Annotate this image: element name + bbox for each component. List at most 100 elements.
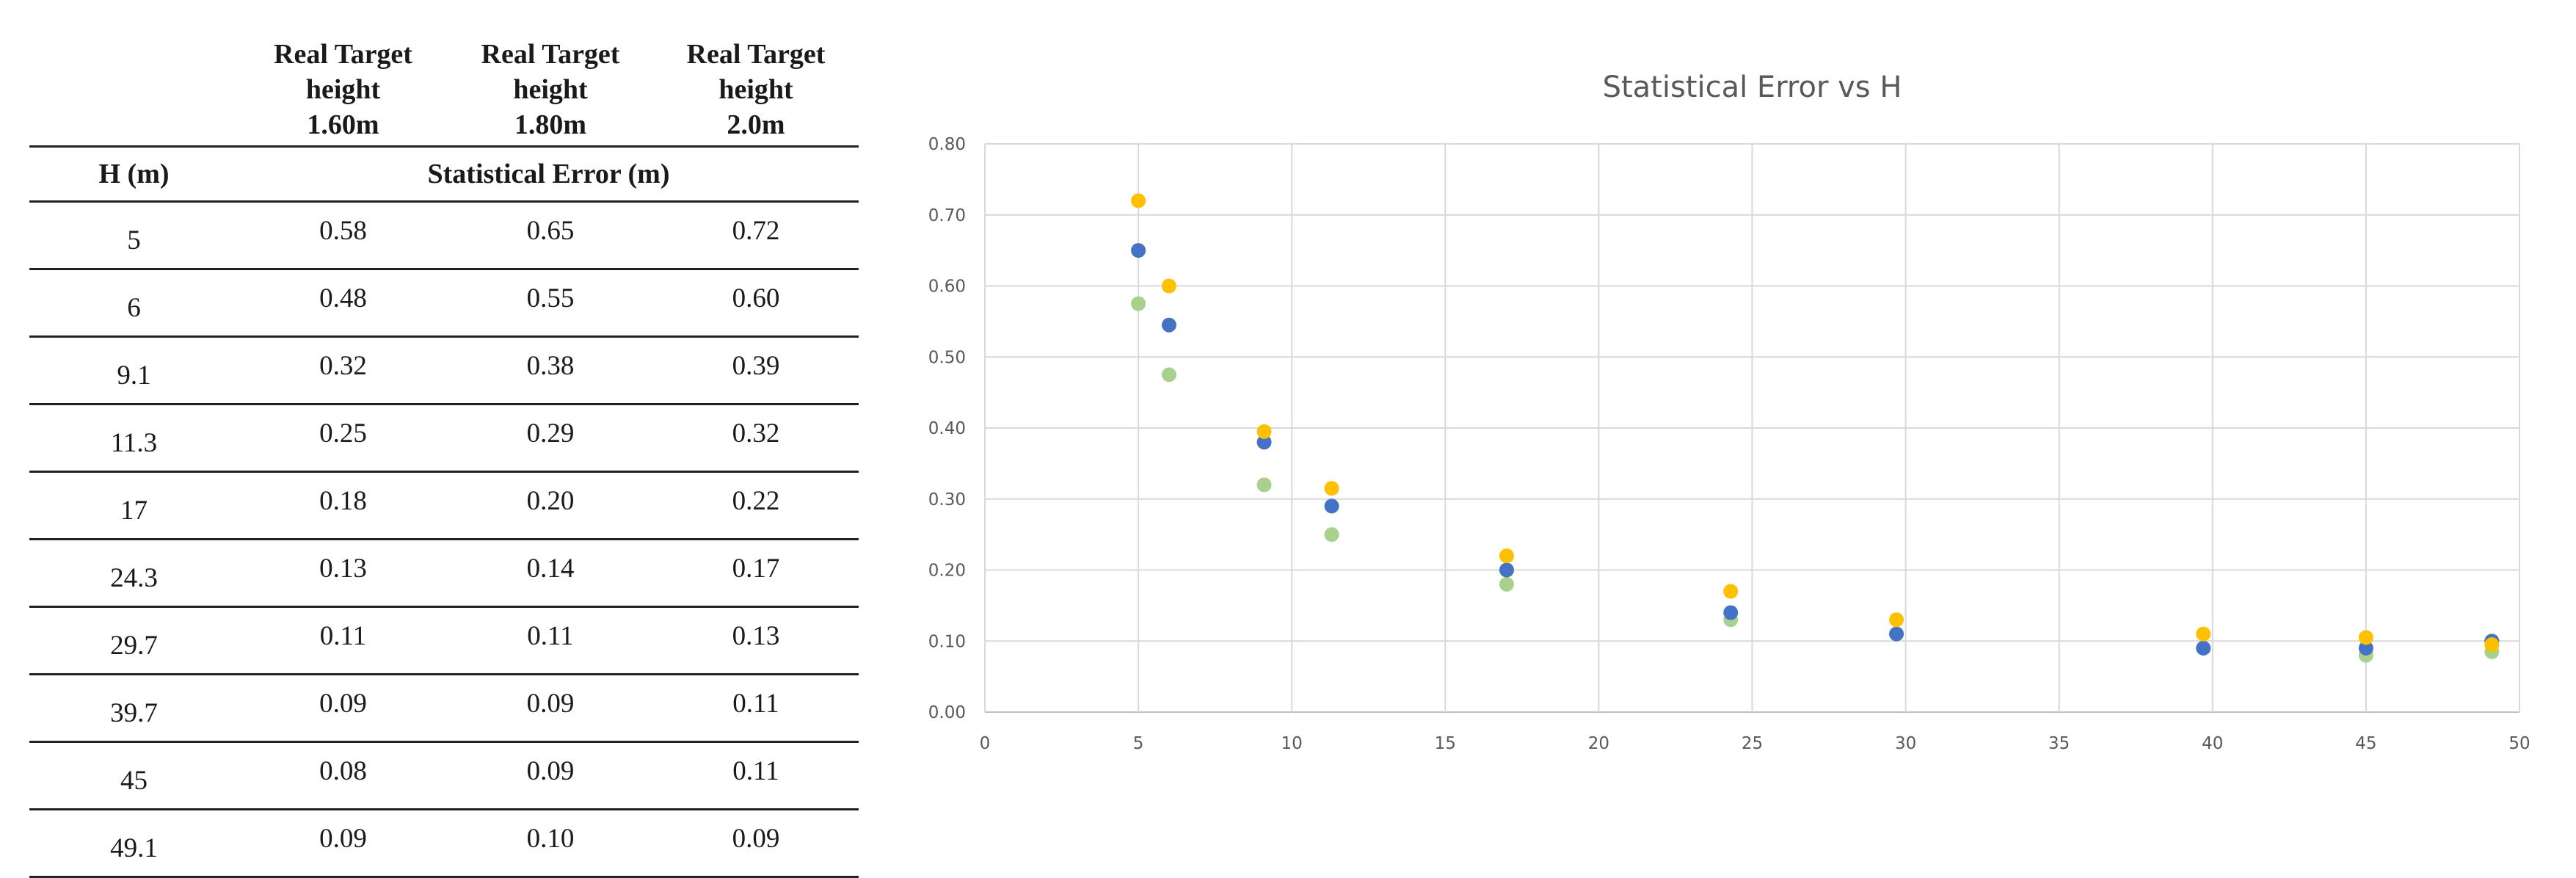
error-value-cell: 0.11 <box>448 606 653 675</box>
error-value-cell: 0.11 <box>653 741 859 810</box>
table-row: 45 0.08 0.09 0.11 <box>29 741 859 810</box>
x-tick-label: 20 <box>1588 734 1609 753</box>
x-tick-label: 50 <box>2508 734 2530 753</box>
statistical-error-label: Statistical Error (m) <box>239 146 859 203</box>
table-subheader-row: H (m) Statistical Error (m) <box>29 146 859 203</box>
data-point-series-3 <box>1723 584 1739 599</box>
y-tick-label: 0.80 <box>928 135 966 154</box>
table-row: 29.7 0.11 0.11 0.13 <box>29 606 859 675</box>
x-tick-label: 5 <box>1133 734 1144 753</box>
x-tick-label: 30 <box>1895 734 1916 753</box>
header-line: height <box>305 74 381 105</box>
h-value-cell: 5 <box>29 201 239 270</box>
error-value-cell: 0.38 <box>448 336 653 405</box>
data-point-series-3 <box>1161 278 1176 294</box>
header-cell-empty <box>29 22 239 148</box>
header-line: 2.0m <box>727 109 785 140</box>
data-point-series-1 <box>1161 367 1176 382</box>
x-tick-label: 40 <box>2202 734 2223 753</box>
x-tick-label: 10 <box>1281 734 1303 753</box>
data-point-series-3 <box>2196 626 2211 642</box>
header-line: height <box>718 74 793 105</box>
data-point-series-3 <box>1256 424 1272 439</box>
scatter-chart-container: Statistical Error vs H 0.00 0.10 0.20 0.30 0.… <box>881 29 2561 793</box>
scatter-chart: Statistical Error vs H 0.00 0.10 0.20 0.30 0.… <box>928 70 2530 753</box>
h-value-cell: 17 <box>29 471 239 540</box>
error-value-cell: 0.11 <box>239 606 448 675</box>
header-line: Real Target <box>686 39 826 70</box>
h-value-cell: 9.1 <box>29 336 239 405</box>
data-point-series-2 <box>1889 626 1904 642</box>
error-value-cell: 0.72 <box>653 201 859 270</box>
h-value-cell: 29.7 <box>29 606 239 675</box>
chart-title: Statistical Error vs H <box>1603 70 1902 104</box>
error-value-cell: 0.55 <box>448 269 653 338</box>
h-value-cell: 11.3 <box>29 404 239 473</box>
data-point-series-1 <box>1256 477 1272 493</box>
error-value-cell: 0.17 <box>653 539 859 608</box>
data-point-series-2 <box>1324 498 1339 514</box>
error-value-cell: 0.09 <box>448 741 653 810</box>
y-tick-label: 0.10 <box>928 632 966 651</box>
x-tick-label: 0 <box>980 734 991 753</box>
table-row: 5 0.58 0.65 0.72 <box>29 201 859 270</box>
error-value-cell: 0.10 <box>448 809 653 878</box>
data-point-series-2 <box>2358 640 2373 656</box>
table-row: 11.3 0.25 0.29 0.32 <box>29 404 859 473</box>
y-tick-label: 0.60 <box>928 277 966 297</box>
h-column-label: H (m) <box>29 146 239 203</box>
error-value-cell: 0.32 <box>239 336 448 405</box>
data-point-series-3 <box>1131 193 1146 208</box>
data-point-series-3 <box>1889 612 1904 628</box>
data-point-series-1 <box>1131 296 1146 311</box>
y-tick-label: 0.20 <box>928 562 966 581</box>
data-point-series-3 <box>1499 548 1514 564</box>
header-line: Real Target <box>481 39 620 70</box>
x-tick-label: 15 <box>1435 734 1456 753</box>
x-tick-label: 45 <box>2355 734 2376 753</box>
error-value-cell: 0.65 <box>448 201 653 270</box>
data-point-series-1 <box>1499 576 1514 592</box>
error-value-cell: 0.29 <box>448 404 653 473</box>
header-line: height <box>513 74 588 105</box>
error-value-cell: 0.18 <box>239 471 448 540</box>
header-cell-height-1-80: Real Target height 1.80m <box>448 22 653 148</box>
statistical-error-table: Real Target height 1.60m Real Target hei… <box>29 22 859 878</box>
data-point-series-1 <box>1324 527 1339 543</box>
data-point-series-2 <box>1161 317 1176 333</box>
header-cell-height-1-60: Real Target height 1.60m <box>239 22 448 148</box>
h-value-cell: 39.7 <box>29 674 239 743</box>
data-point-series-2 <box>1256 435 1272 450</box>
error-value-cell: 0.09 <box>448 674 653 743</box>
table-row: 17 0.18 0.20 0.22 <box>29 471 859 540</box>
header-cell-height-2-0: Real Target height 2.0m <box>653 22 859 148</box>
h-value-cell: 6 <box>29 269 239 338</box>
error-value-cell: 0.09 <box>239 674 448 743</box>
error-value-cell: 0.25 <box>239 404 448 473</box>
y-tick-label: 0.40 <box>928 419 966 438</box>
error-value-cell: 0.08 <box>239 741 448 810</box>
table-body: 5 0.58 0.65 0.72 6 0.48 0.55 0.60 9.1 0.32 0.38 0.3… <box>29 201 859 878</box>
data-point-series-2 <box>1723 605 1739 620</box>
data-point-series-2 <box>1499 562 1514 578</box>
header-line: Real Target <box>274 39 412 70</box>
y-tick-label: 0.50 <box>928 348 966 367</box>
error-value-cell: 0.09 <box>239 809 448 878</box>
h-value-cell: 45 <box>29 741 239 810</box>
header-line: 1.60m <box>307 109 379 140</box>
error-value-cell: 0.13 <box>653 606 859 675</box>
error-value-cell: 0.60 <box>653 269 859 338</box>
h-value-cell: 49.1 <box>29 809 239 878</box>
table-row: 39.7 0.09 0.09 0.11 <box>29 674 859 743</box>
y-tick-label: 0.70 <box>928 206 966 225</box>
error-value-cell: 0.22 <box>653 471 859 540</box>
table-row: 6 0.48 0.55 0.60 <box>29 269 859 338</box>
table-row: 49.1 0.09 0.10 0.09 <box>29 809 859 878</box>
error-value-cell: 0.09 <box>653 809 859 878</box>
error-value-cell: 0.32 <box>653 404 859 473</box>
table-row: 24.3 0.13 0.14 0.17 <box>29 539 859 608</box>
error-value-cell: 0.58 <box>239 201 448 270</box>
header-line: 1.80m <box>514 109 587 140</box>
data-point-series-3 <box>1324 481 1339 496</box>
y-tick-label: 0.00 <box>928 703 966 722</box>
